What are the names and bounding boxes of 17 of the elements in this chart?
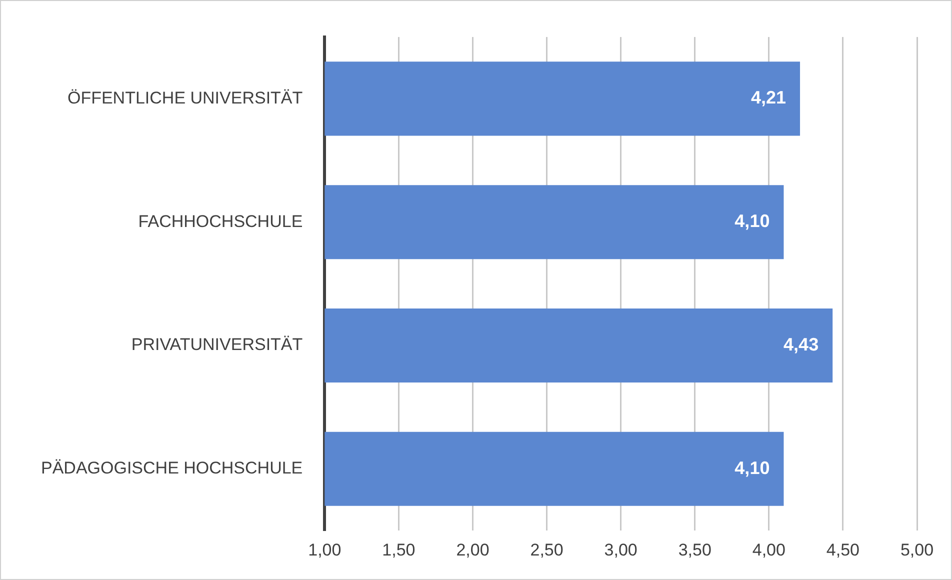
x-tick-label: 1,50 xyxy=(382,540,416,560)
x-tick-label: 2,00 xyxy=(456,540,490,560)
y-tick-label: FACHHOCHSCHULE xyxy=(138,212,303,231)
x-tick-label: 1,00 xyxy=(308,540,342,560)
data-label: 4,10 xyxy=(734,458,770,478)
y-tick-label: PRIVATUNIVERSITÄT xyxy=(131,335,303,354)
x-tick-label: 5,00 xyxy=(900,540,934,560)
x-tick-label: 4,50 xyxy=(826,540,860,560)
x-tick-label: 2,50 xyxy=(530,540,564,560)
data-label: 4,21 xyxy=(750,88,786,108)
data-label: 4,43 xyxy=(784,334,819,354)
x-tick-label: 3,50 xyxy=(678,540,712,560)
data-label: 4,10 xyxy=(734,211,770,232)
x-tick-label: 3,00 xyxy=(604,540,638,560)
y-tick-label: PÄDAGOGISCHE HOCHSCHULE xyxy=(40,458,303,478)
y-tick-label: ÖFFENTLICHE UNIVERSITÄT xyxy=(67,88,303,108)
x-tick-label: 4,00 xyxy=(752,540,786,560)
